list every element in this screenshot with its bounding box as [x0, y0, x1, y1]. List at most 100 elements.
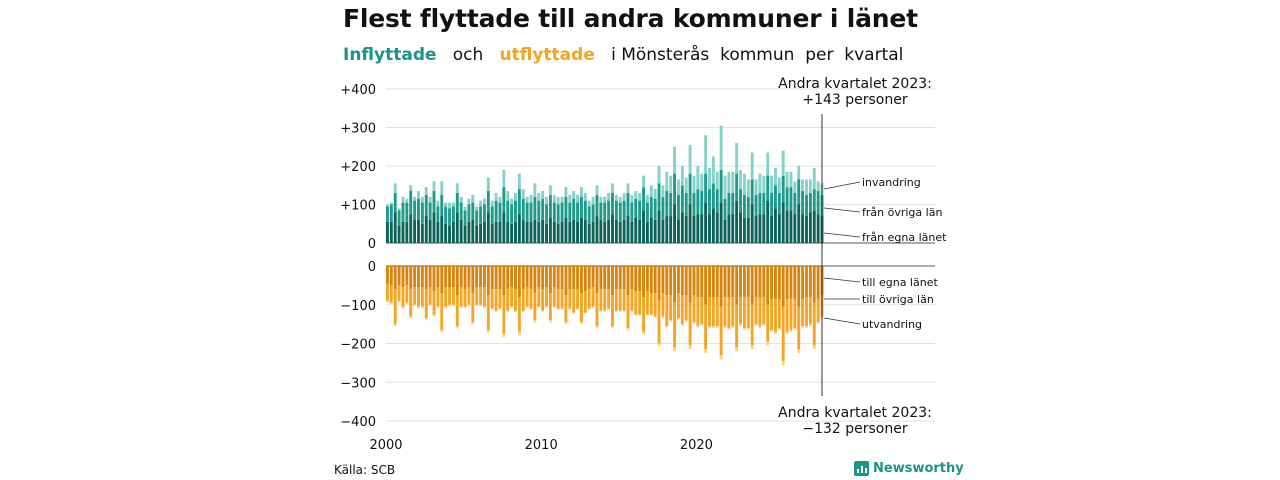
bar-inflow-other: [502, 187, 506, 213]
bar-inflow-immig: [506, 191, 510, 201]
bar-outflow-other: [677, 293, 680, 319]
bar-inflow-immig: [413, 196, 417, 201]
bar-outflow-other: [502, 295, 506, 334]
bar-outflow-other: [781, 306, 785, 361]
bar-outflow-own: [405, 266, 409, 286]
bar-inflow-own: [533, 219, 537, 243]
bar-outflow-other: [591, 287, 595, 307]
y-tick-label-top: +400: [340, 83, 376, 98]
bar-inflow-other: [657, 183, 661, 211]
bar-outflow-own: [459, 266, 463, 288]
bar-inflow-other: [700, 191, 704, 215]
bar-outflow-emig: [444, 306, 448, 309]
bar-outflow-emig: [661, 316, 665, 318]
bar-outflow-emig: [587, 308, 591, 310]
bar-outflow-other: [572, 289, 576, 313]
bar-inflow-immig: [537, 192, 541, 201]
bar-inflow-own: [595, 216, 599, 243]
bar-inflow-immig: [548, 185, 552, 195]
bar-inflow-other: [580, 196, 583, 218]
bar-outflow-other: [517, 297, 521, 332]
bar-inflow-immig: [475, 206, 479, 211]
bar-inflow-immig: [735, 142, 739, 174]
bar-inflow-own: [486, 212, 490, 243]
bar-outflow-other: [599, 289, 603, 311]
bar-inflow-other: [750, 179, 754, 205]
bar-outflow-own: [797, 266, 801, 307]
bar-outflow-other: [770, 298, 774, 330]
bar-inflow-other: [688, 173, 692, 205]
series-label-leader: [823, 317, 861, 325]
bar-inflow-own: [677, 219, 680, 243]
annotation-bottom-line1: Andra kvartalet 2023:: [778, 405, 932, 421]
bar-inflow-own: [731, 214, 735, 243]
bar-inflow-other: [758, 192, 762, 215]
bar-inflow-immig: [746, 179, 750, 197]
bar-inflow-own: [397, 225, 401, 243]
bar-outflow-emig: [525, 306, 529, 308]
bar-inflow-immig: [502, 169, 506, 188]
bar-outflow-emig: [432, 314, 436, 316]
bar-inflow-own: [405, 221, 409, 243]
bar-outflow-own: [386, 266, 389, 284]
bar-inflow-own: [727, 214, 731, 243]
bar-inflow-other: [560, 202, 564, 222]
bar-inflow-own: [529, 221, 533, 243]
bar-inflow-other: [742, 194, 746, 218]
bar-inflow-own: [413, 219, 417, 243]
bar-inflow-own: [715, 212, 719, 243]
bar-inflow-other: [797, 179, 801, 205]
bar-outflow-other: [564, 295, 568, 323]
bar-inflow-other: [576, 202, 580, 222]
bar-inflow-other: [642, 187, 645, 211]
y-tick-label-top: +100: [340, 199, 376, 214]
bar-outflow-other: [587, 289, 591, 309]
bar-outflow-own: [548, 266, 552, 294]
bar-outflow-emig: [758, 326, 762, 328]
bar-inflow-immig: [471, 194, 475, 203]
bar-inflow-own: [599, 219, 603, 243]
bar-inflow-own: [510, 223, 514, 243]
bar-outflow-other: [607, 289, 611, 309]
bar-inflow-immig: [684, 177, 688, 193]
bar-outflow-other: [401, 287, 405, 307]
bar-outflow-emig: [448, 304, 451, 306]
bar-inflow-immig: [611, 183, 614, 193]
bar-outflow-other: [611, 295, 614, 327]
series-label-leader: [823, 207, 861, 213]
bar-outflow-emig: [684, 320, 688, 323]
brand-logo: Newsworthy: [854, 461, 964, 476]
bar-inflow-own: [490, 223, 494, 243]
series-label-utvandring: utvandring: [862, 318, 922, 331]
bar-outflow-other: [541, 289, 545, 311]
bar-outflow-own: [731, 266, 735, 297]
bar-inflow-immig: [657, 166, 661, 184]
bar-inflow-own: [556, 223, 560, 243]
bar-outflow-other: [490, 289, 494, 309]
bar-inflow-immig: [758, 173, 762, 193]
bar-outflow-own: [762, 266, 766, 297]
bar-inflow-own: [750, 204, 754, 243]
bar-inflow-own: [711, 208, 715, 243]
bar-inflow-own: [614, 219, 618, 243]
bar-outflow-other: [393, 289, 397, 325]
bar-outflow-other: [467, 287, 471, 305]
bar-outflow-own: [587, 266, 591, 290]
bar-inflow-own: [673, 204, 677, 243]
bar-inflow-other: [611, 192, 614, 215]
bar-outflow-emig: [715, 326, 719, 328]
y-tick-label-top: +300: [340, 122, 376, 137]
bar-inflow-immig: [808, 179, 812, 193]
bar-inflow-own: [797, 204, 801, 243]
bar-inflow-immig: [560, 196, 564, 203]
bar-outflow-emig: [789, 329, 793, 332]
bar-inflow-other: [436, 206, 440, 222]
bar-inflow-other: [397, 210, 401, 226]
bar-inflow-own: [805, 216, 808, 243]
bar-inflow-immig: [568, 194, 572, 203]
bar-outflow-own: [533, 266, 537, 294]
bar-outflow-emig: [805, 326, 808, 328]
bar-outflow-own: [665, 266, 669, 296]
bar-inflow-own: [451, 221, 455, 243]
bar-inflow-immig: [576, 194, 580, 203]
